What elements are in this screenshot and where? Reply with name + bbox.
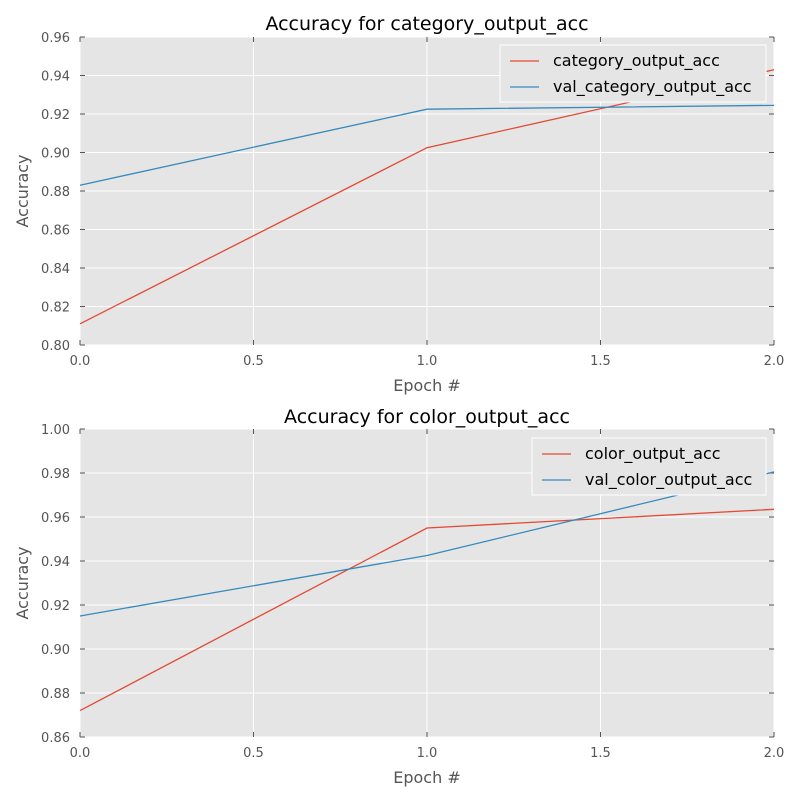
y-tick-label: 0.92 [41,599,70,614]
legend-label-val-color-output-acc: val_color_output_acc [585,470,752,490]
y-tick-label: 0.94 [41,70,70,85]
series-line-val-color-output-acc [79,471,775,617]
y-tick-label: 1.00 [41,423,70,438]
y-axis-label: Accuracy [13,546,32,619]
x-tick-label: 1.5 [590,354,611,369]
series-lines [79,471,775,712]
y-tick-label: 0.86 [41,224,70,239]
x-tick-label: 2.0 [764,354,785,369]
x-tick-label: 1.5 [590,746,611,761]
y-tick-label: 0.88 [41,185,70,200]
y-axis-label: Accuracy [13,154,32,227]
y-tick-label: 0.82 [41,301,70,316]
series-line-color-output-acc [79,508,775,712]
legend: category_output_acc val_category_output_… [499,44,767,103]
x-tick-labels: 0.0 0.5 1.0 1.5 2.0 [70,354,785,369]
y-tick-label: 0.96 [41,31,70,46]
chart-category-accuracy: Accuracy for category_output_acc Epoch #… [13,13,784,395]
legend-box [499,44,767,103]
x-tick-label: 1.0 [417,354,438,369]
legend-box [531,437,767,496]
chart-title: Accuracy for color_output_acc [284,406,570,428]
y-tick-label: 0.94 [41,555,70,570]
x-axis-label: Epoch # [393,376,460,395]
x-tick-label: 2.0 [764,746,785,761]
y-tick-label: 0.88 [41,687,70,702]
y-tick-labels: 0.80 0.82 0.84 0.86 0.88 0.90 0.92 0.94 0.96 [41,31,70,354]
chart-title: Accuracy for category_output_acc [265,13,588,35]
y-tick-label: 0.86 [41,731,70,746]
y-tick-label: 0.80 [41,339,70,354]
x-tick-label: 0.0 [70,746,91,761]
legend-label-category-output-acc: category_output_acc [553,51,720,71]
y-tick-label: 0.90 [41,147,70,162]
legend-label-color-output-acc: color_output_acc [585,444,721,464]
y-tick-label: 0.90 [41,643,70,658]
legend-label-val-category-output-acc: val_category_output_acc [553,77,752,97]
grid-lines [79,36,775,346]
y-tick-labels: 0.86 0.88 0.90 0.92 0.94 0.96 0.98 1.00 [41,423,70,746]
y-tick-label: 0.96 [41,511,70,526]
y-tick-label: 0.92 [41,108,70,123]
x-tick-label: 1.0 [417,746,438,761]
x-axis-label: Epoch # [393,768,460,787]
x-tick-label: 0.0 [70,354,91,369]
series-line-val-category-output-acc [79,104,775,186]
y-tick-label: 0.98 [41,467,70,482]
chart-color-accuracy: Accuracy for color_output_acc Epoch # Ac… [13,406,784,787]
x-tick-labels: 0.0 0.5 1.0 1.5 2.0 [70,746,785,761]
x-tick-label: 0.5 [243,746,264,761]
x-tick-label: 0.5 [243,354,264,369]
tick-marks [79,36,775,346]
legend: color_output_acc val_color_output_acc [531,437,767,496]
y-tick-label: 0.84 [41,262,70,277]
